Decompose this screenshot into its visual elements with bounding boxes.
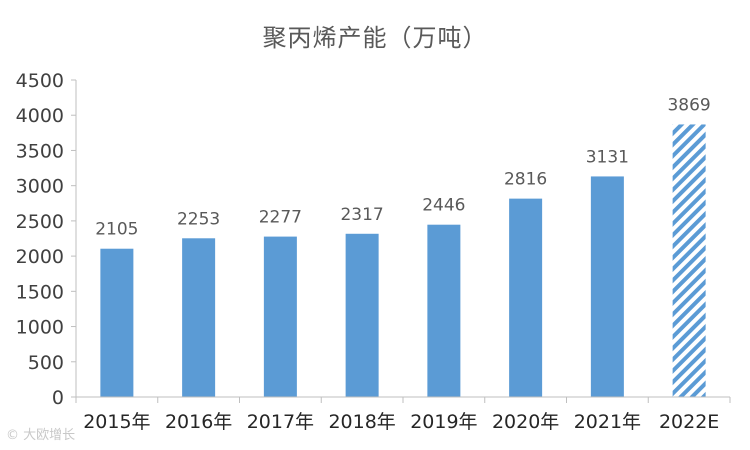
bar [590, 176, 624, 397]
y-tick-label: 4500 [16, 70, 64, 92]
y-tick-label: 2500 [16, 211, 64, 233]
x-category-label: 2020年 [492, 411, 559, 433]
chart-title: 聚丙烯产能（万吨） [262, 24, 488, 52]
data-label: 2277 [259, 208, 302, 228]
data-label: 3869 [667, 95, 710, 115]
x-category-label: 2015年 [83, 411, 150, 433]
bar [182, 238, 216, 397]
data-label: 2317 [340, 205, 383, 225]
bar [345, 233, 379, 397]
bar [509, 198, 543, 397]
data-label: 2816 [504, 170, 547, 190]
x-category-label: 2021年 [574, 411, 641, 433]
data-label: 3131 [586, 147, 629, 167]
y-tick-label: 1000 [16, 317, 64, 339]
x-axis: 2015年 2016年 2017年 2018年 2019年 2020年 2021年 2022E [75, 396, 731, 433]
bar [263, 236, 297, 397]
y-tick-label: 3000 [16, 176, 64, 198]
y-tick-label: 0 [52, 387, 64, 409]
bar [427, 224, 461, 397]
x-category-label: 2018年 [328, 411, 395, 433]
bars [100, 124, 706, 398]
data-label: 2105 [95, 220, 138, 240]
y-tick-label: 500 [28, 352, 64, 374]
y-tick-label: 2000 [16, 246, 64, 268]
data-labels: 2105 2253 2277 2317 2446 2816 3131 3869 [95, 95, 711, 239]
y-tick-label: 1500 [16, 281, 64, 303]
x-category-label: 2019年 [410, 411, 477, 433]
y-axis: 0 500 1000 1500 2000 2500 3000 3500 4000 4500 [16, 70, 77, 409]
watermark: © 大欧增长 [6, 428, 76, 443]
bar [100, 248, 134, 397]
y-tick-label: 3500 [16, 140, 64, 162]
x-category-label: 2017年 [247, 411, 314, 433]
data-label: 2446 [422, 196, 465, 216]
data-label: 2253 [177, 209, 220, 229]
x-category-label: 2022E [659, 411, 719, 433]
bar-estimate [672, 124, 706, 398]
y-tick-label: 4000 [16, 105, 64, 127]
x-category-label: 2016年 [165, 411, 232, 433]
